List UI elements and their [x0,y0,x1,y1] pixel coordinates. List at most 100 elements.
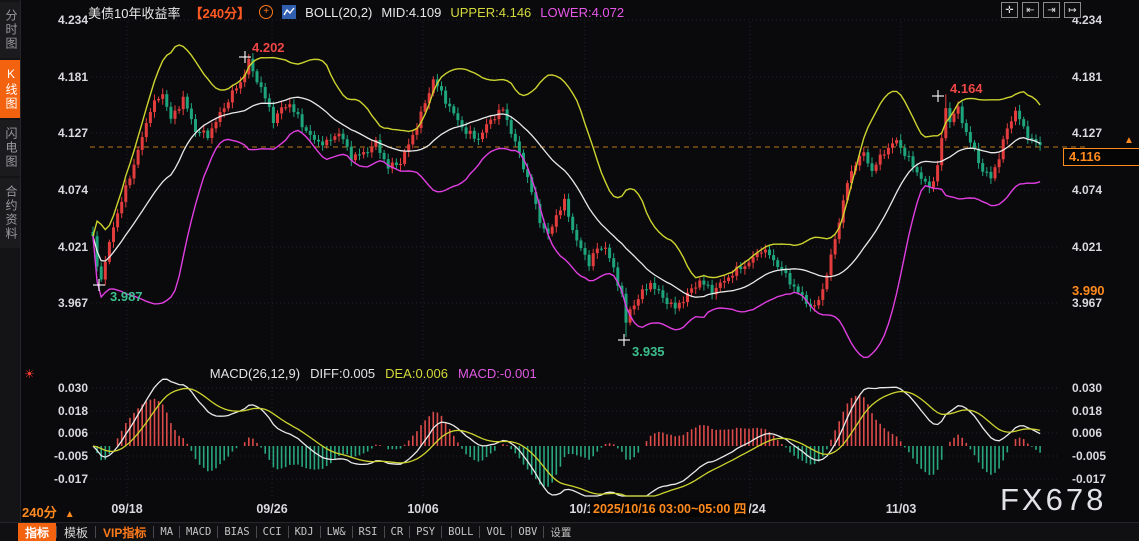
sidebar-tab-K线图[interactable]: K线图 [0,60,20,118]
toolbar-item-BIAS[interactable]: BIAS [224,526,250,538]
compress-left-icon[interactable]: ⇤ [1022,2,1039,18]
price-axis-label-left: 4.127 [57,126,88,140]
x-axis-label-10-06: 10/06 [407,502,439,516]
macd-axis-label-left: -0.017 [53,472,88,486]
macd-params-label: MACD(26,12,9) [209,366,301,381]
toolbar-item-BOLL[interactable]: BOLL [448,526,474,538]
sidebar-tab-闪电图[interactable]: 闪电图 [0,120,20,176]
price-annotation-4202: 4.202 [252,40,285,55]
macd-histogram [96,395,1041,487]
bollinger-layer [92,44,1041,359]
toolbar-divider [409,526,411,538]
period-label[interactable]: 【240分】 [189,5,251,21]
toolbar-item-OBV[interactable]: OBV [518,526,538,538]
macd-axis-label-left: -0.005 [53,449,88,463]
period-selector[interactable]: 240分 ▲ [22,505,75,520]
x-axis-label-11-03: 11/03 [885,502,917,516]
macd-diff-value: DIFF:0.005 [310,366,376,381]
toolbar-divider [383,526,385,538]
chart-type-icon[interactable] [282,4,297,20]
macd-lines [92,378,1041,497]
price-axis-label-right: 4.021 [1072,240,1103,254]
bottom-toolbar: 指标 模板 VIP指标 MA MACD BIAS CCI KDJ LW& RSI CR PSY BOLL… [0,522,1139,541]
price-up-arrow-icon: ▲ [1124,135,1134,146]
price-axis-label-right: 3.967 [1072,296,1103,310]
toolbar-item-CR[interactable]: CR [390,526,404,538]
toolbar-divider [441,526,443,538]
move-tool-icon[interactable]: ✛ [1001,2,1018,18]
toolbar-item-MA[interactable]: MA [160,526,174,538]
toolbar-divider [95,526,97,538]
chart-control-icons: ✛ ⇤ ⇥ ↦ [1001,2,1081,18]
last-price-badge: 4.116 [1063,148,1139,166]
boll-upper-value: UPPER:4.146 [450,4,532,20]
macd-axis-label-left: 0.018 [57,404,88,418]
price-axis-label-left: 3.967 [57,296,88,310]
toolbar-divider [351,526,353,538]
price-annotation-3987: 3.987 [110,289,143,304]
compress-right-icon[interactable]: ⇥ [1043,2,1060,18]
grid-layer [92,19,1060,497]
toolbar-item-CCI[interactable]: CCI [262,526,282,538]
toolbar-item-LW&[interactable]: LW& [326,526,346,538]
toolbar-divider [179,526,181,538]
macd-axis-label-right: 0.006 [1072,426,1103,440]
crosshair-date-tooltip: 2025/10/16 03:00~05:00 四 [590,501,750,517]
macd-axis-label-right: 0.018 [1072,404,1103,418]
title-bar: 美债10年收益率 【240分】 + BOLL(20,2) MID:4.109 U… [88,4,625,21]
macd-dea-value: DEA:0.006 [385,366,448,381]
macd-axis-label-right: -0.005 [1072,449,1107,463]
price-axis-label-left: 4.181 [57,70,88,84]
sidebar-tab-分时图[interactable]: 分时图 [0,2,20,58]
price-axis-label-right: 4.181 [1072,70,1103,84]
macd-header: ☀ MACD(26,12,9) DIFF:0.005 DEA:0.006 MAC… [24,366,537,381]
toolbar-divider [511,526,513,538]
chevron-up-icon: ▲ [64,509,75,520]
macd-axis-label-left: 0.030 [57,381,88,395]
x-axis-label-09-18: 09/18 [111,502,143,516]
toolbar-item-指标[interactable]: 指标 [18,522,57,541]
toolbar-divider [543,526,545,538]
price-mark-3990: 3.990 [1072,283,1105,298]
macd-hist-value: MACD:-0.001 [457,366,537,381]
price-annotation-4164: 4.164 [950,81,983,96]
toolbar-item-模板[interactable]: 模板 [64,525,89,540]
toolbar-item-VOL[interactable]: VOL [486,526,506,538]
price-axis-label-left: 4.234 [57,13,88,27]
macd-axis-label-right: -0.017 [1072,472,1107,486]
price-axis-label-left: 4.021 [57,240,88,254]
toolbar-item-PSY[interactable]: PSY [416,526,436,538]
price-annotation-3935: 3.935 [632,344,665,359]
instrument-title: 美债10年收益率 [88,5,181,21]
jump-latest-icon[interactable]: ↦ [1064,2,1081,18]
macd-axis-label-right: 0.030 [1072,381,1103,395]
toolbar-item-设置[interactable]: 设置 [550,526,572,539]
toolbar-divider [217,526,219,538]
watermark: FX678 [1000,482,1107,517]
toolbar-item-MACD[interactable]: MACD [186,526,212,538]
boll-mid-value: MID:4.109 [381,4,442,20]
price-axis-label-right: 4.074 [1072,183,1103,197]
toolbar-item-VIP指标[interactable]: VIP指标 [103,525,147,540]
candles-layer [91,53,1042,337]
price-axis-label-left: 4.074 [57,183,88,197]
indicator-settings-icon[interactable]: ☀ [24,366,35,381]
add-indicator-icon[interactable]: + [259,5,274,19]
macd-axis-label-left: 0.006 [57,426,88,440]
toolbar-divider [255,526,257,538]
toolbar-divider [319,526,321,538]
price-axis-label-right: 4.127 [1072,126,1103,140]
extreme-cross-markers [93,51,944,346]
toolbar-item-RSI[interactable]: RSI [358,526,378,538]
sidebar: 分时图 K线图 闪电图 合约资料 [0,0,21,541]
toolbar-item-KDJ[interactable]: KDJ [294,526,314,538]
boll-label: BOLL(20,2) [305,4,373,20]
toolbar-divider [153,526,155,538]
sidebar-tab-合约资料[interactable]: 合约资料 [0,178,20,248]
toolbar-divider [287,526,289,538]
toolbar-divider [56,526,58,538]
toolbar-divider [479,526,481,538]
boll-lower-value: LOWER:4.072 [540,4,625,20]
